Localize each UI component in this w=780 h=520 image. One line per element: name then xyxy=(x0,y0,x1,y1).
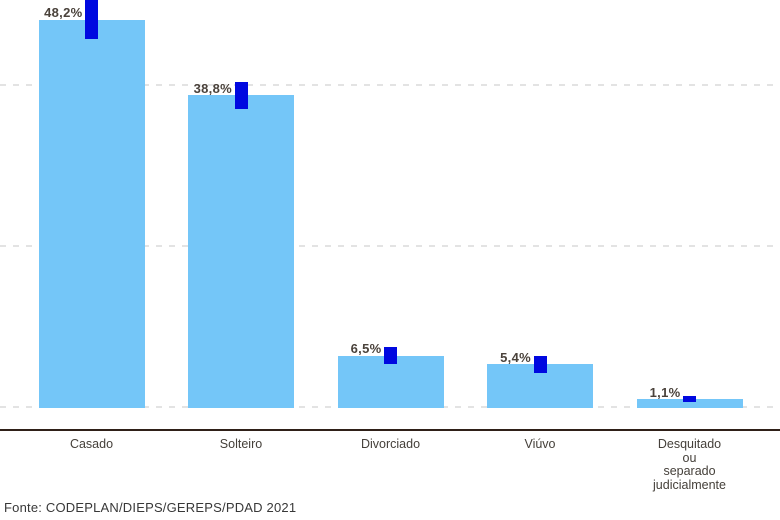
bar-casado xyxy=(38,19,145,408)
x-axis-label-divorciado: Divorciado xyxy=(360,437,421,451)
value-label-desquitado-ou-separado-judicialmente: 1,1% xyxy=(649,384,681,400)
value-label-divorciado: 6,5% xyxy=(350,341,382,357)
gridline-40pct xyxy=(0,83,780,86)
error-marker-desquitado-ou-separado-judicialmente xyxy=(683,395,696,403)
x-axis-label-solteiro: Solteiro xyxy=(219,437,263,451)
bar-desquitado-ou-separado-judicialmente xyxy=(636,399,743,408)
gridline-20pct xyxy=(0,244,780,247)
value-label-solteiro: 38,8% xyxy=(193,80,232,96)
value-label-viuvo: 5,4% xyxy=(500,349,531,365)
error-marker-viuvo xyxy=(533,356,547,373)
error-marker-casado xyxy=(85,0,98,39)
x-axis-label-viuvo: Viúvo xyxy=(524,437,556,451)
value-label-casado: 48,2% xyxy=(44,5,83,20)
error-marker-solteiro xyxy=(234,81,248,109)
bar-solteiro xyxy=(188,95,294,408)
error-marker-divorciado xyxy=(384,346,397,365)
x-axis-line xyxy=(0,429,780,431)
x-axis-label-desquitado-ou-separado-judicialmente: Desquitado ou separado judicialmente xyxy=(653,437,726,492)
source-note: Fonte: CODEPLAN/DIEPS/GEREPS/PDAD 2021 xyxy=(4,500,297,515)
x-axis-label-casado: Casado xyxy=(69,437,114,451)
